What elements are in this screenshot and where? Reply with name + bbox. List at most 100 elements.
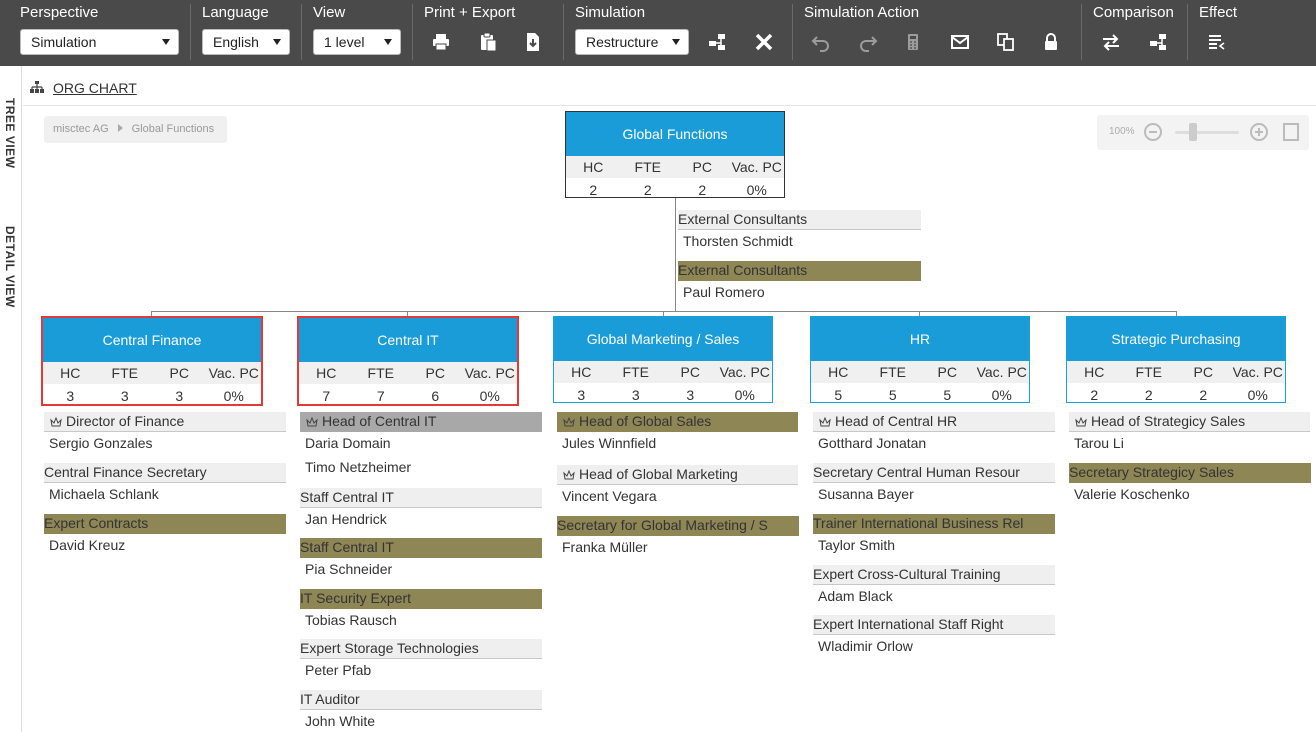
divider bbox=[792, 4, 793, 60]
person-name[interactable]: Paul Romero bbox=[683, 284, 765, 300]
position-item[interactable]: Head of Global Marketing Vincent Vegara bbox=[557, 465, 798, 509]
position-title-text: Head of Strategicy Sales bbox=[1091, 413, 1246, 429]
position-item[interactable]: Trainer International Business Rel Taylo… bbox=[813, 514, 1055, 558]
person-name[interactable]: David Kreuz bbox=[49, 537, 126, 553]
position-item[interactable]: Head of Global Sales Jules Winnfield bbox=[557, 412, 798, 456]
org-unit-central-it[interactable]: Central IT HC FTE PC Vac. PC 7 7 6 0% bbox=[297, 316, 519, 406]
stat-label-pc: PC bbox=[425, 365, 445, 381]
simulation-select[interactable]: Restructure bbox=[575, 29, 689, 55]
person-name[interactable]: Valerie Koschenko bbox=[1074, 486, 1190, 502]
position-item[interactable]: Head of Central HR Gotthard Jonatan bbox=[813, 412, 1055, 456]
tab-tree-view[interactable]: TREE VIEW bbox=[3, 98, 17, 169]
structure-icon[interactable] bbox=[704, 29, 730, 55]
person-name[interactable]: Jan Hendrick bbox=[305, 511, 387, 527]
person-name[interactable]: Pia Schneider bbox=[305, 561, 393, 577]
compare-structure-icon[interactable] bbox=[1145, 29, 1171, 55]
perspective-select[interactable]: Simulation bbox=[20, 29, 179, 55]
view-select[interactable]: 1 level bbox=[313, 29, 401, 55]
staff-position[interactable]: External Consultants Thorsten Schmidt bbox=[678, 210, 921, 254]
position-item[interactable]: IT Security Expert Tobias Rausch bbox=[300, 589, 542, 633]
position-item[interactable]: Central Finance Secretary Michaela Schla… bbox=[44, 463, 286, 507]
position-title: Secretary Strategicy Sales bbox=[1069, 463, 1311, 483]
position-item[interactable]: Expert Contracts David Kreuz bbox=[44, 514, 286, 558]
person-name[interactable]: Susanna Bayer bbox=[818, 486, 914, 502]
person-name[interactable]: Michaela Schlank bbox=[49, 486, 159, 502]
print-export-label: Print + Export bbox=[424, 4, 516, 21]
position-item[interactable]: Director of Finance Sergio Gonzales bbox=[44, 412, 286, 456]
person-name[interactable]: Adam Black bbox=[818, 588, 893, 604]
mail-icon[interactable] bbox=[947, 29, 973, 55]
person-name[interactable]: Peter Pfab bbox=[305, 662, 372, 678]
person-name[interactable]: Wladimir Orlow bbox=[818, 638, 913, 654]
copy-icon[interactable] bbox=[993, 29, 1019, 55]
stat-value-fte: 2 bbox=[643, 182, 652, 198]
stat-label-vac-pc: Vac. PC bbox=[719, 364, 770, 380]
position-item[interactable]: Staff Central IT Pia Schneider bbox=[300, 538, 542, 582]
undo-icon[interactable] bbox=[808, 29, 834, 55]
person-name[interactable]: Daria Domain bbox=[305, 435, 391, 451]
staff-position[interactable]: External Consultants Paul Romero bbox=[678, 261, 921, 305]
position-item[interactable]: Head of Central IT Daria Domain Timo Net… bbox=[300, 412, 542, 480]
swap-icon[interactable] bbox=[1098, 29, 1124, 55]
lock-icon[interactable] bbox=[1038, 29, 1064, 55]
zoom-out-icon[interactable] bbox=[1144, 123, 1162, 141]
stat-label-pc: PC bbox=[937, 364, 957, 380]
divider bbox=[1187, 4, 1188, 60]
position-item[interactable]: Secretary for Global Marketing / S Frank… bbox=[557, 516, 799, 560]
person-name[interactable]: Timo Netzheimer bbox=[305, 459, 412, 475]
person-name[interactable]: Jules Winnfield bbox=[562, 435, 657, 451]
redo-icon[interactable] bbox=[855, 29, 881, 55]
person-name[interactable]: John White bbox=[305, 713, 376, 729]
page-title[interactable]: ORG CHART bbox=[53, 80, 137, 96]
stat-labels: HC FTE PC Vac. PC bbox=[811, 361, 1029, 383]
stat-values: 2 2 2 0% bbox=[566, 178, 784, 200]
person-name[interactable]: Gotthard Jonatan bbox=[818, 435, 927, 451]
person-name[interactable]: Tarou Li bbox=[1074, 435, 1124, 451]
position-item[interactable]: Staff Central IT Jan Hendrick bbox=[300, 488, 542, 532]
stat-value-hc: 5 bbox=[834, 387, 843, 403]
position-item[interactable]: Expert Cross-Cultural Training Adam Blac… bbox=[813, 565, 1055, 609]
zoom-in-icon[interactable] bbox=[1250, 123, 1268, 141]
person-name[interactable]: Vincent Vegara bbox=[562, 488, 657, 504]
effect-list-icon[interactable] bbox=[1203, 29, 1229, 55]
stat-label-fte: FTE bbox=[367, 365, 394, 381]
org-unit-global-marketing-sales[interactable]: Global Marketing / Sales HC FTE PC Vac. PC … bbox=[553, 316, 773, 403]
clipboard-icon[interactable] bbox=[475, 29, 501, 55]
stat-values: 5 5 5 0% bbox=[811, 383, 1029, 405]
zoom-control: 100% bbox=[1097, 115, 1309, 150]
tab-detail-view[interactable]: DETAIL VIEW bbox=[3, 226, 17, 308]
position-item[interactable]: Secretary Central Human Resour Susanna B… bbox=[813, 463, 1055, 507]
print-icon[interactable] bbox=[428, 29, 454, 55]
position-item[interactable]: Expert International Staff Right Wladimi… bbox=[813, 615, 1055, 659]
person-name[interactable]: Thorsten Schmidt bbox=[683, 233, 793, 249]
position-item[interactable]: IT Auditor John White bbox=[300, 690, 542, 730]
org-chart-header: ORG CHART bbox=[23, 68, 1316, 106]
person-name[interactable]: Tobias Rausch bbox=[305, 612, 397, 628]
download-icon[interactable] bbox=[520, 29, 546, 55]
calculator-icon[interactable] bbox=[900, 29, 926, 55]
fit-to-screen-icon[interactable] bbox=[1283, 123, 1299, 141]
org-unit-central-finance[interactable]: Central Finance HC FTE PC Vac. PC 3 3 3 0% bbox=[41, 316, 263, 406]
breadcrumb-item-current[interactable]: Global Functions bbox=[131, 123, 215, 135]
zoom-slider-handle[interactable] bbox=[1189, 123, 1197, 141]
position-item[interactable]: Secretary Strategicy Sales Valerie Kosch… bbox=[1069, 463, 1311, 507]
position-item[interactable]: Expert Storage Technologies Peter Pfab bbox=[300, 639, 542, 683]
breadcrumb-item-root[interactable]: misctec AG bbox=[53, 123, 109, 135]
unit-name: HR bbox=[811, 317, 1029, 361]
language-select[interactable]: English bbox=[202, 29, 290, 55]
org-unit-strategic-purchasing[interactable]: Strategic Purchasing HC FTE PC Vac. PC 2 2 2 0… bbox=[1066, 316, 1286, 403]
person-name[interactable]: Sergio Gonzales bbox=[49, 435, 153, 451]
stat-value-vac-pc: 0% bbox=[734, 387, 755, 403]
divider bbox=[190, 4, 191, 60]
close-icon[interactable] bbox=[751, 29, 777, 55]
stat-value-pc: 5 bbox=[943, 387, 952, 403]
person-name[interactable]: Taylor Smith bbox=[818, 537, 896, 553]
zoom-slider-track[interactable] bbox=[1175, 131, 1239, 134]
stat-labels: HC FTE PC Vac. PC bbox=[299, 362, 517, 384]
position-item[interactable]: Head of Strategicy Sales Tarou Li bbox=[1069, 412, 1310, 456]
org-unit-global-functions[interactable]: Global Functions HC FTE PC Vac. PC 2 2 2… bbox=[565, 111, 785, 198]
org-unit-hr[interactable]: HR HC FTE PC Vac. PC 5 5 5 0% bbox=[810, 316, 1030, 403]
position-title: Head of Central IT bbox=[300, 412, 542, 432]
person-name[interactable]: Franka Müller bbox=[562, 539, 648, 555]
stat-label-hc: HC bbox=[60, 365, 81, 381]
